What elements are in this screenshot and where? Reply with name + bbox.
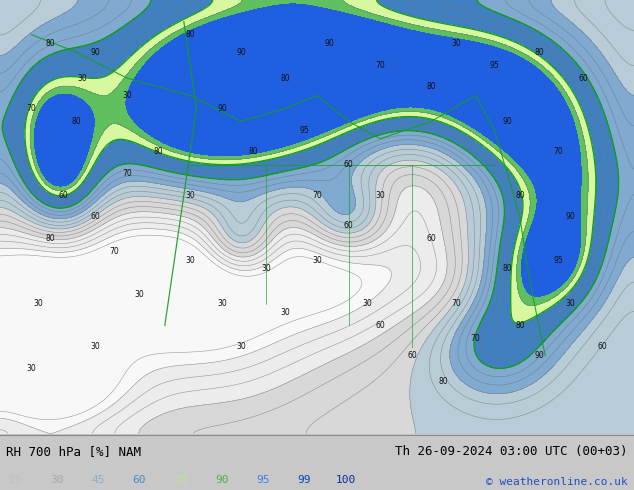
Text: RH 700 hPa [%] NAM: RH 700 hPa [%] NAM xyxy=(6,445,141,458)
Text: 30: 30 xyxy=(185,256,195,265)
Text: 80: 80 xyxy=(534,48,544,56)
Text: 90: 90 xyxy=(566,212,576,221)
Text: 80: 80 xyxy=(185,30,195,39)
Text: 60: 60 xyxy=(375,321,385,330)
Text: 80: 80 xyxy=(515,321,525,330)
Text: 90: 90 xyxy=(90,48,100,56)
Text: 60: 60 xyxy=(407,351,417,360)
Text: 60: 60 xyxy=(597,343,607,351)
Text: 70: 70 xyxy=(109,247,119,256)
Text: 90: 90 xyxy=(502,117,512,126)
Text: 30: 30 xyxy=(33,299,43,308)
Text: 15: 15 xyxy=(9,475,23,486)
Text: 80: 80 xyxy=(71,117,81,126)
Text: 95: 95 xyxy=(553,256,563,265)
Text: 70: 70 xyxy=(27,104,37,113)
Text: 60: 60 xyxy=(578,74,588,82)
Text: 100: 100 xyxy=(335,475,356,486)
Text: 80: 80 xyxy=(515,191,525,199)
Text: 75: 75 xyxy=(174,475,188,486)
Text: © weatheronline.co.uk: © weatheronline.co.uk xyxy=(486,477,628,487)
Text: 30: 30 xyxy=(363,299,373,308)
Text: 70: 70 xyxy=(553,147,563,156)
Text: 90: 90 xyxy=(215,475,229,486)
Text: 95: 95 xyxy=(489,61,500,70)
Text: 80: 80 xyxy=(249,147,259,156)
Text: 30: 30 xyxy=(451,39,462,48)
Text: 30: 30 xyxy=(375,191,385,199)
Text: 30: 30 xyxy=(122,91,132,100)
Text: Th 26-09-2024 03:00 UTC (00+03): Th 26-09-2024 03:00 UTC (00+03) xyxy=(395,445,628,458)
Text: 80: 80 xyxy=(439,377,449,386)
Text: 70: 70 xyxy=(312,191,322,199)
Text: 60: 60 xyxy=(90,212,100,221)
Text: 80: 80 xyxy=(280,74,290,82)
Text: 30: 30 xyxy=(134,291,145,299)
Text: 30: 30 xyxy=(312,256,322,265)
Text: 30: 30 xyxy=(77,74,87,82)
Text: 95: 95 xyxy=(256,475,270,486)
Text: 30: 30 xyxy=(566,299,576,308)
Text: 80: 80 xyxy=(46,234,56,243)
Text: 45: 45 xyxy=(91,475,105,486)
Text: 80: 80 xyxy=(426,82,436,91)
Text: 30: 30 xyxy=(27,364,37,373)
Text: 70: 70 xyxy=(375,61,385,70)
Text: 60: 60 xyxy=(344,221,354,230)
Text: 30: 30 xyxy=(236,343,246,351)
Text: 30: 30 xyxy=(280,308,290,317)
Text: 80: 80 xyxy=(502,265,512,273)
Text: 30: 30 xyxy=(217,299,227,308)
Text: 70: 70 xyxy=(451,299,462,308)
Text: 60: 60 xyxy=(426,234,436,243)
Text: 30: 30 xyxy=(185,191,195,199)
Text: 70: 70 xyxy=(122,169,132,178)
Text: 90: 90 xyxy=(236,48,246,56)
Text: 70: 70 xyxy=(470,334,481,343)
Text: 60: 60 xyxy=(344,160,354,169)
Text: 90: 90 xyxy=(534,351,544,360)
Text: 80: 80 xyxy=(46,39,56,48)
Text: 90: 90 xyxy=(217,104,227,113)
Text: 30: 30 xyxy=(50,475,64,486)
Text: 60: 60 xyxy=(58,191,68,199)
Text: 99: 99 xyxy=(297,475,311,486)
Text: 95: 95 xyxy=(299,125,309,135)
Text: 90: 90 xyxy=(325,39,335,48)
Text: 30: 30 xyxy=(261,265,271,273)
Text: 30: 30 xyxy=(90,343,100,351)
Text: 60: 60 xyxy=(133,475,146,486)
Text: 80: 80 xyxy=(153,147,164,156)
